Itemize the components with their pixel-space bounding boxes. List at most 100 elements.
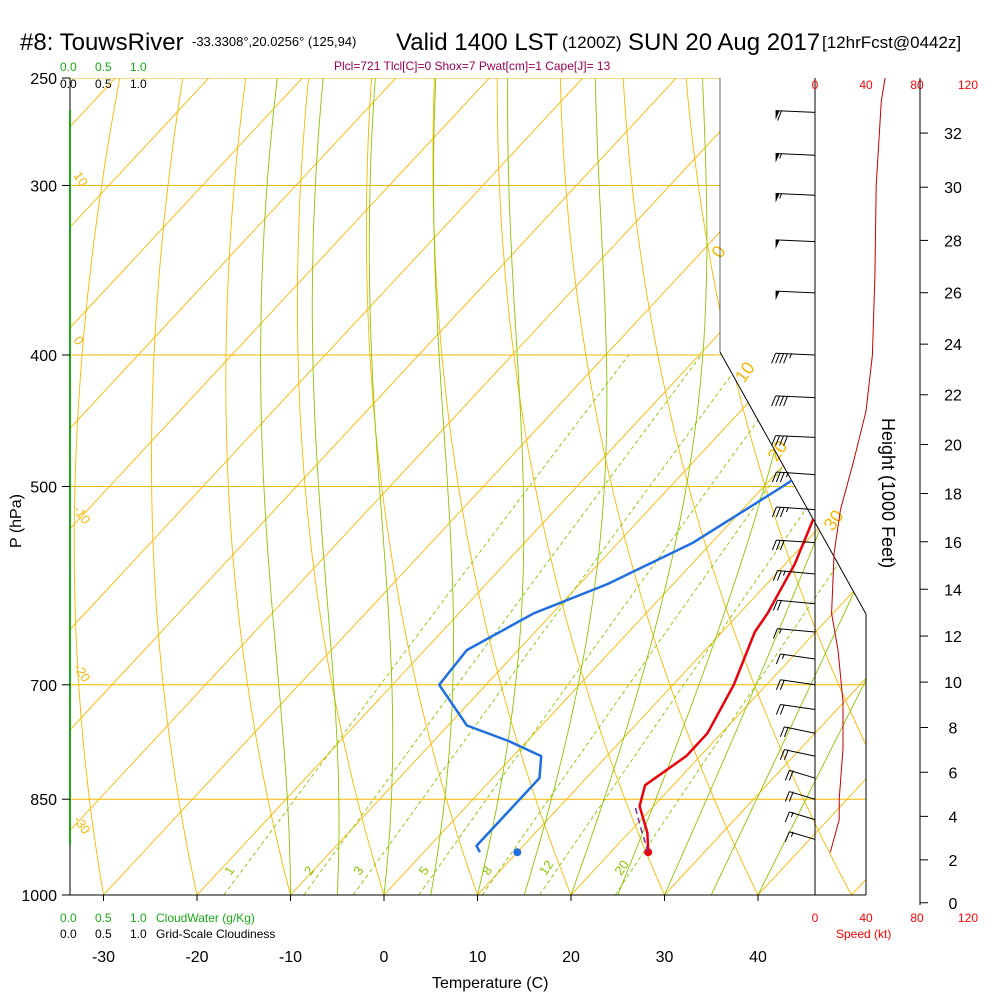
height-tick-label: 14 (944, 582, 962, 599)
dry-adiabat-line (745, 78, 866, 895)
dry-adiabat-line (559, 78, 773, 895)
wind-barb-feather (775, 653, 781, 665)
cloud-black-1: 0.5 (95, 77, 112, 91)
moist-adiabat-line (664, 78, 866, 895)
wind-barb (775, 653, 816, 665)
cloud-bottom-black-2: 1.0 (130, 927, 147, 941)
wind-barb-feather (775, 679, 781, 690)
wind-barb-staff (776, 471, 816, 476)
valid-time: Valid 1400 LST (396, 29, 559, 56)
dry-adiabat-line (808, 78, 866, 895)
cloud-bottom-green-2: 1.0 (130, 911, 147, 925)
wind-barb-staff (775, 395, 816, 399)
moist-adiabat-line (477, 78, 525, 895)
dry-adiabat-line (365, 78, 489, 895)
moist-adiabat-line (710, 78, 866, 895)
wind-speed-profile (829, 77, 886, 853)
wind-barb-staff (775, 435, 816, 438)
forecast-date: SUN 20 Aug 2017 (628, 29, 820, 56)
cloud-green-1: 0.5 (95, 60, 112, 74)
wind-barb-half (785, 506, 789, 513)
pressure-tick-label: 300 (30, 178, 57, 195)
wind-barb-half (778, 628, 782, 634)
mixing-ratio-line (614, 354, 866, 895)
wind-barb-feather (783, 435, 789, 446)
wind-barb-feather (784, 770, 790, 781)
wind-barb (775, 110, 816, 121)
pressure-tick-label: 400 (30, 348, 57, 365)
wind-barb-feather (784, 811, 790, 823)
utc-time: (1200Z) (562, 33, 622, 52)
wind-barb-feather (771, 435, 777, 446)
wind-barb-staff (780, 653, 816, 660)
cloudwater-label: CloudWater (g/Kg) (156, 911, 255, 925)
height-tick-label: 28 (944, 233, 962, 250)
wind-barb-feather (779, 471, 785, 483)
dry-adiabat-line (151, 78, 204, 895)
wind-barb-half (789, 353, 793, 359)
isotherm-line (70, 78, 419, 895)
wind-barb (771, 506, 816, 518)
surface-temperature-dot (644, 848, 653, 857)
mixing-ratio-line (481, 354, 863, 895)
dry-adiabat-line (225, 78, 299, 895)
speed-tick-top: 80 (910, 78, 924, 92)
cloud-black-2: 1.0 (130, 77, 147, 91)
thermo-grid (70, 54, 1000, 924)
wind-barb-feather (777, 110, 783, 121)
pressure-tick-label: 850 (30, 792, 57, 809)
dewpoint-trace (437, 105, 866, 853)
dry-adiabat-line (496, 78, 678, 895)
pressure-tick-label: 500 (30, 480, 57, 497)
wind-barb-staff (789, 811, 816, 821)
wind-barb-feather (779, 749, 785, 760)
isotherm-line (70, 78, 700, 895)
dry-adiabat-line (995, 54, 1000, 924)
isotherm-line (70, 78, 139, 895)
temperature-tick-label: 40 (749, 949, 767, 966)
wind-barb-feather (779, 353, 785, 364)
height-tick-label: 16 (944, 535, 962, 552)
dry-adiabat-line (432, 78, 584, 895)
height-tick-label: 18 (944, 487, 962, 504)
wind-barb-flag (775, 239, 780, 249)
mixing-ratio-label: 1 (221, 863, 237, 878)
dry-adiabat-line (933, 54, 1000, 924)
wind-barb (779, 749, 816, 760)
temperature-tick-label: -20 (185, 949, 208, 966)
stability-indices: Plcl=721 Tlcl[C]=0 Shox=7 Pwat[cm]=1 Cap… (334, 59, 611, 73)
wind-barb-feather (775, 506, 781, 518)
height-tick-label: 20 (944, 438, 962, 455)
wind-barb (772, 599, 816, 611)
sounding-traces (437, 100, 866, 857)
cloud-green-2: 1.0 (130, 60, 147, 74)
wind-barb-feather (771, 539, 777, 551)
speed-axis-title: Speed (kt) (836, 927, 891, 941)
temperature-tick-label: -10 (279, 949, 302, 966)
wind-barb (772, 570, 816, 581)
wind-barb-feather (772, 628, 778, 639)
pressure-tick-label: 250 (30, 71, 57, 88)
speed-tick-bottom: 80 (910, 911, 924, 925)
wind-barb-feather (783, 395, 789, 407)
wind-barb-staff (777, 628, 816, 633)
moist-adiabat-line (617, 78, 830, 895)
wind-barb-feather (775, 353, 781, 364)
station-coords: -33.3308°,20.0256° (125,94) (192, 34, 356, 49)
moist-adiabat-line (368, 78, 394, 895)
dry-adiabat-label: -20 (71, 661, 94, 685)
wind-barb-staff (777, 570, 816, 575)
dry-adiabat-label: 0 (71, 333, 87, 348)
height-tick-label: 22 (944, 388, 962, 405)
wind-barb (771, 352, 816, 364)
wind-barb-feather (772, 570, 778, 581)
height-tick-label: 2 (949, 853, 958, 870)
cloud-scale-top: 0.0 0.5 1.0 0.0 0.5 1.0 (60, 60, 147, 91)
wind-barb (775, 290, 816, 301)
mixing-ratio-label: 5 (415, 863, 431, 878)
wind-barb-feather (775, 539, 781, 551)
height-tick-label: 6 (949, 765, 958, 782)
mixing-ratio-line (223, 354, 630, 895)
